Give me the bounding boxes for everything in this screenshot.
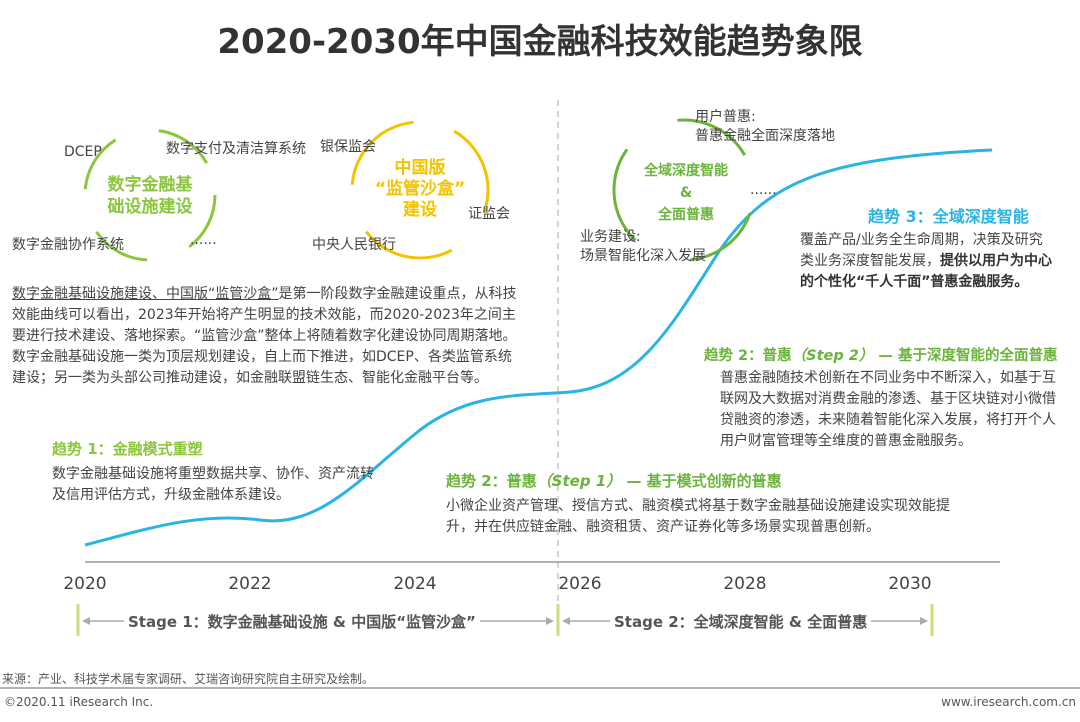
cluster3-center-line: & — [679, 185, 693, 201]
trend3-body: 覆盖产品/业务全生命周期，决策及研究类业务深度智能发展，提供以用户为中心的个性化… — [800, 230, 1052, 293]
cluster3-ring — [612, 118, 756, 262]
cluster1-item: ...... — [190, 232, 217, 248]
year-label: 2024 — [393, 574, 437, 594]
trend1-title: 趋势 1：金融模式重塑 — [52, 440, 203, 458]
cluster3-bottom-label: 业务建设: 场景智能化深入发展 — [580, 228, 706, 266]
efficiency-curve — [84, 148, 993, 547]
trend2-step2-title: 趋势 2：普惠（Step 2） — 基于深度智能的全面普惠 — [704, 344, 1057, 365]
trend2-step2-body: 普惠金融随技术创新在不同业务中不断深入，如基于互联网及大数据对消费金融的渗透、基… — [720, 370, 1056, 449]
trend2-step1-title: 趋势 2：普惠（Step 1） — 基于模式创新的普惠 — [446, 470, 782, 491]
label-line: 场景智能化深入发展 — [580, 248, 706, 264]
stage1-highlight: 数字金融基础设施建设、中国版“监管沙盒” — [12, 286, 279, 302]
trend-title-text: 趋势 2：普惠 — [446, 472, 537, 490]
cluster1-item: DCEP — [64, 144, 102, 160]
page-title: 2020-2030年中国金融科技效能趋势象限 — [217, 22, 863, 62]
copyright: ©2020.11 iResearch Inc. — [4, 695, 154, 709]
year-label: 2020 — [63, 574, 107, 594]
label-line: 用户普惠: — [695, 109, 756, 125]
cluster3-ellipsis: ...... — [750, 182, 777, 198]
source-note: 来源：产业、科技学术届专家调研、艾瑞咨询研究院自主研究及绘制。 — [2, 672, 375, 686]
cluster2-item: 中央人民银行 — [312, 237, 396, 253]
trend2-step1-body: 小微企业资产管理、授信方式、融资模式将基于数字金融基础设施建设实现效能提升，并在… — [446, 498, 950, 535]
cluster3-top-label: 用户普惠: 普惠金融全面深度落地 — [695, 108, 835, 146]
cluster2-center-line: 中国版 — [394, 158, 446, 178]
stage2-label: Stage 2：全域深度智能 & 全面普惠 — [610, 611, 872, 632]
cluster2-center-line: 建设 — [403, 200, 437, 220]
year-label: 2028 — [723, 574, 767, 594]
step-label: （Step 1） — [536, 472, 622, 490]
cluster2-center: 中国版 “监管沙盒” 建设 — [360, 158, 480, 221]
stage1-description: 数字金融基础设施建设、中国版“监管沙盒”是第一阶段数字金融建设重点，从科技效能曲… — [12, 284, 524, 389]
trend3-title: 趋势 3：全域深度智能 — [868, 207, 1029, 226]
cluster3-center-line: 全面普惠 — [658, 207, 714, 223]
cluster2-ring — [350, 120, 490, 260]
stage1-label: Stage 1：数字金融基础设施 & 中国版“监管沙盒” — [124, 611, 480, 632]
cluster2-center-line: “监管沙盒” — [374, 179, 466, 199]
cluster1-item: 数字支付及清洁算系统 — [166, 141, 306, 157]
cluster3-center: 全域深度智能 & 全面普惠 — [628, 160, 744, 226]
label-line: 普惠金融全面深度落地 — [695, 128, 835, 144]
cluster1-item: 数字金融协作系统 — [12, 237, 124, 253]
cluster1-center-line: 础设施建设 — [107, 197, 193, 217]
cluster1-center: 数字金融基 础设施建设 — [95, 174, 205, 218]
step-label: （Step 2） — [791, 348, 874, 364]
trend-title-text: 趋势 2：普惠 — [704, 348, 792, 364]
trend1-body: 数字金融基础设施将重塑数据共享、协作、资产流转及信用评估方式，升级金融体系建设。 — [52, 466, 374, 503]
year-label: 2030 — [888, 574, 932, 594]
website-link[interactable]: www.iresearch.com.cn — [941, 695, 1076, 709]
year-label: 2026 — [558, 574, 602, 594]
year-label: 2022 — [228, 574, 272, 594]
cluster2-item: 银保监会 — [320, 139, 376, 155]
trend3-highlight: 提供以用户为中心的个性化“千人千面”普惠金融服务。 — [800, 253, 1052, 290]
cluster3-center-line: 全域深度智能 — [644, 163, 728, 179]
trend-title-text: — 基于模式创新的普惠 — [621, 472, 782, 490]
trend-title-text: — 基于深度智能的全面普惠 — [873, 348, 1058, 364]
cluster1-center-line: 数字金融基 — [107, 175, 193, 195]
label-line: 业务建设: — [580, 229, 641, 245]
cluster2-item: 证监会 — [468, 206, 510, 222]
trend3-text: 覆盖产品/业务全生命周期，决策及研究类业务深度智能发展， — [800, 232, 1043, 269]
cluster1-ring — [83, 128, 217, 262]
stage1-text: 是第一阶段数字金融建设重点，从科技效能曲线可以看出，2023年开始将产生明显的技… — [12, 286, 517, 386]
